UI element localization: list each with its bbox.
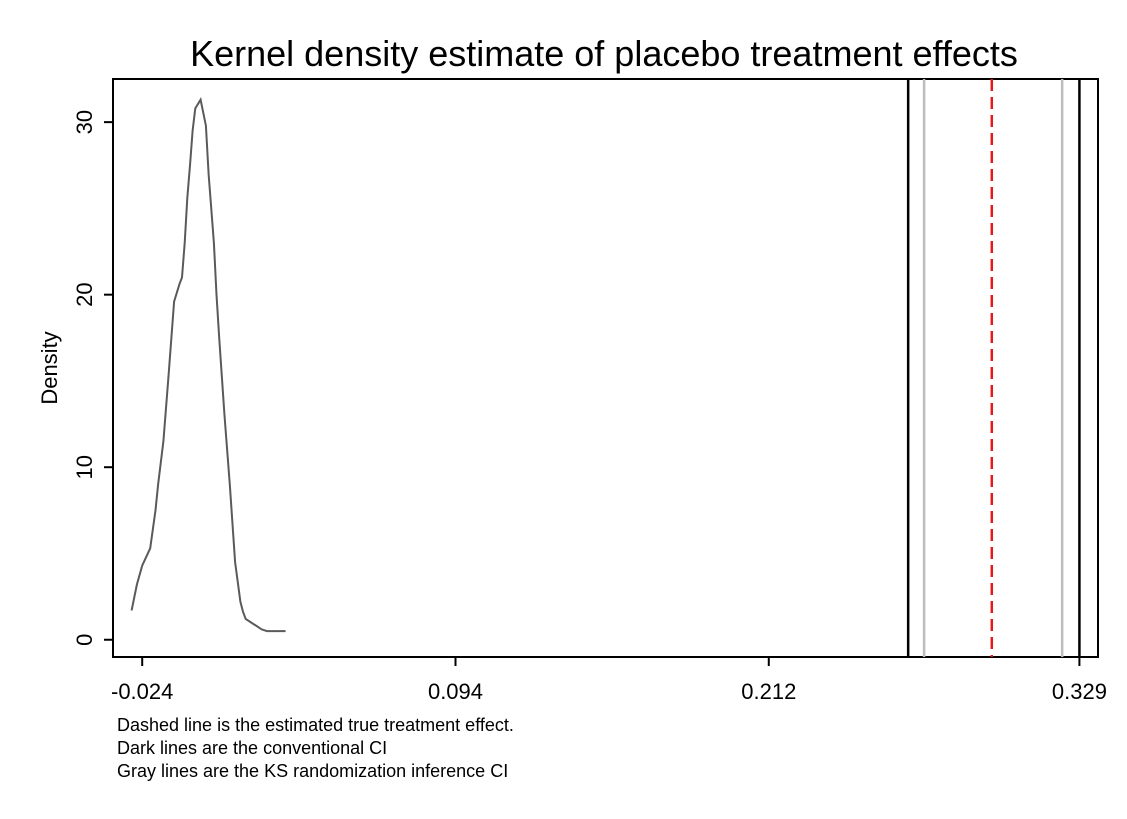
- density-curve: [130, 97, 286, 633]
- x-tick-label: 0.094: [428, 679, 483, 704]
- y-axis: 0 10 20 30: [72, 110, 113, 646]
- note-dashed-line: Dashed line is the estimated true treatm…: [117, 715, 514, 735]
- x-tick-label: 0.212: [741, 679, 796, 704]
- plot-frame: [112, 78, 1099, 658]
- x-tick-label: 0.329: [1052, 679, 1107, 704]
- reference-lines: [906, 79, 1081, 657]
- note-gray-lines: Gray lines are the KS randomization infe…: [117, 761, 509, 781]
- y-axis-label: Density: [37, 331, 62, 404]
- note-dark-lines: Dark lines are the conventional CI: [117, 738, 388, 758]
- y-tick-label: 30: [72, 110, 97, 134]
- chart-title: Kernel density estimate of placebo treat…: [190, 33, 1018, 74]
- x-axis: -0.024 0.094 0.212 0.329: [111, 657, 1107, 704]
- y-tick-label: 0: [72, 634, 97, 646]
- y-tick-label: 20: [72, 282, 97, 306]
- x-tick-label: -0.024: [111, 679, 173, 704]
- y-tick-label: 10: [72, 455, 97, 479]
